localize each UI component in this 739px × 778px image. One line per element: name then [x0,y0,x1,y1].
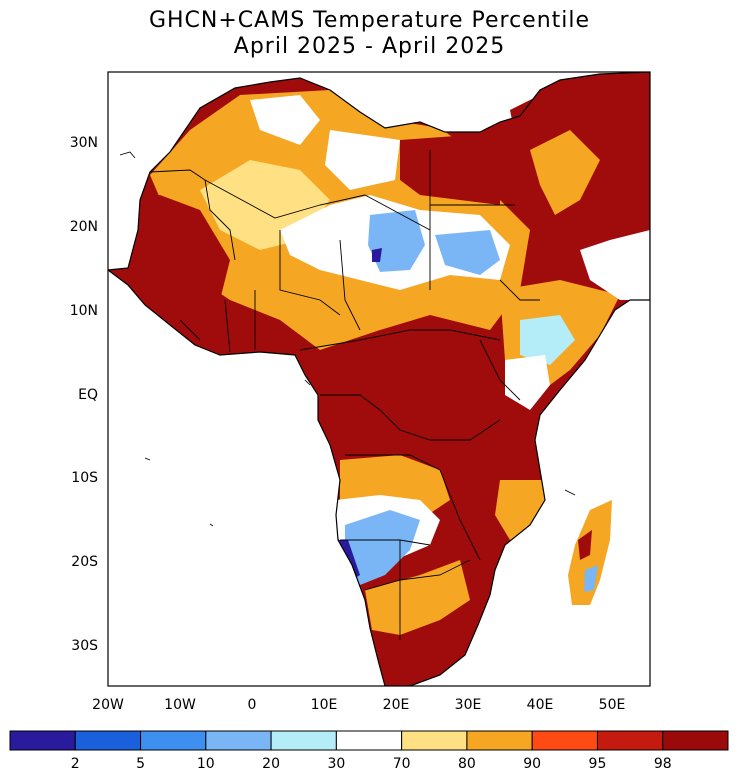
colorbar-tick-label: 30 [327,756,345,772]
map-frame [107,71,651,687]
chad-light-blue-region [368,210,425,272]
lon-label: 40E [527,697,554,713]
algeria-white-region [250,95,320,145]
lat-label: 20N [70,219,98,235]
lon-label: 0 [248,697,257,713]
lat-label: 10S [71,470,98,486]
lat-label: 10N [70,303,98,319]
libya-white-region [325,130,400,190]
madagascar-red-patch [578,530,592,560]
map-subtitle: April 2025 - April 2025 [233,34,506,59]
colorbar-swatch [140,730,207,751]
chad-dark-blue-spot [372,248,382,262]
egypt-red-region [400,135,500,205]
latitude-axis: 30N 20N 10N EQ 10S 20S 30S [70,135,98,654]
lon-label: 20W [92,697,124,713]
longitude-axis: 20W 10W 0 10E 20E 30E 40E 50E [92,697,625,713]
colorbar-swatch [74,730,142,751]
colorbar-tick-label: 20 [262,756,280,772]
colorbar-tick-label: 95 [589,756,607,772]
madagascar-blue-patch [584,565,598,592]
colorbar-swatch [596,730,664,751]
colorbar-swatch [662,730,729,751]
horn-pale-region [520,315,575,365]
colorbar-swatch [270,730,337,751]
colorbar-tick-label: 80 [458,756,476,772]
colorbar-tick-label: 5 [136,756,145,772]
map-title: GHCN+CAMS Temperature Percentile [148,8,591,33]
colorbar-tick-label: 90 [523,756,541,772]
colorbar-swatch [9,730,76,751]
lon-label: 20E [383,697,410,713]
lon-label: 30E [455,697,482,713]
islands [119,151,576,527]
colorbar-tick-label: 70 [393,756,411,772]
colorbar-swatch [205,730,272,751]
lat-label: 30N [70,135,98,151]
sudan-light-blue-region [435,230,500,275]
colorbar-swatch [466,730,533,751]
colorbar-tick-label: 10 [197,756,215,772]
west-africa-red-region [128,195,230,320]
colorbar: 2 5 10 20 30 70 80 90 95 98 [9,730,729,772]
lat-label: 20S [71,554,98,570]
lat-label: 30S [71,638,98,654]
colorbar-swatch [401,730,468,751]
south-africa-orange-region [365,560,470,635]
lon-label: 10W [164,697,196,713]
colorbar-swatch [531,730,598,751]
colorbar-tick-label: 98 [654,756,672,772]
namibia-light-blue-region [345,510,420,585]
lat-label: EQ [78,387,98,403]
map-area [108,72,650,686]
arabia-orange-region [530,130,600,215]
country-borders [149,150,540,640]
colorbar-swatch [335,730,403,751]
arabia-white-region [580,230,650,300]
lon-label: 10E [311,697,338,713]
colorbar-tick-label: 2 [71,756,80,772]
lon-label: 50E [599,697,626,713]
